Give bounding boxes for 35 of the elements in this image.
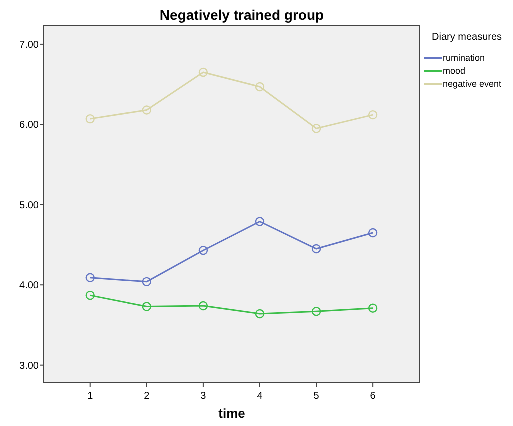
point: [312, 244, 322, 254]
y-tick-label: 3.00: [20, 360, 40, 372]
point: [255, 309, 265, 319]
legend-title: Diary measures: [432, 32, 502, 43]
legend-label: rumination: [443, 53, 486, 64]
x-tick-label: 5: [314, 391, 320, 402]
point: [198, 246, 208, 256]
x-tick-label: 3: [200, 391, 207, 402]
point: [142, 106, 152, 115]
y-tick-label: 7.00: [20, 40, 40, 51]
point: [86, 290, 95, 300]
legend-label: mood: [443, 66, 466, 76]
point: [198, 301, 208, 311]
y-tick-label: 6.00: [20, 120, 40, 132]
x-tick-label: 4: [257, 391, 264, 402]
point: [368, 228, 378, 238]
x-tick-label: 2: [144, 391, 150, 402]
y-tick-label: 4.00: [20, 280, 40, 292]
point: [255, 217, 265, 226]
point: [198, 68, 208, 78]
point: [86, 114, 95, 124]
point: [142, 277, 152, 287]
legend-label: negative event: [443, 79, 502, 90]
x-axis-title: time: [218, 406, 246, 421]
chart-title: Negatively trained group: [160, 7, 324, 23]
point: [255, 82, 265, 92]
point: [312, 124, 322, 134]
point: [368, 110, 378, 120]
y-tick-label: 5.00: [20, 200, 40, 212]
x-tick-label: 6: [370, 391, 376, 402]
point: [86, 273, 95, 283]
point: [312, 307, 322, 316]
x-tick-label: 1: [88, 391, 94, 402]
point: [142, 302, 152, 312]
point: [368, 304, 378, 313]
